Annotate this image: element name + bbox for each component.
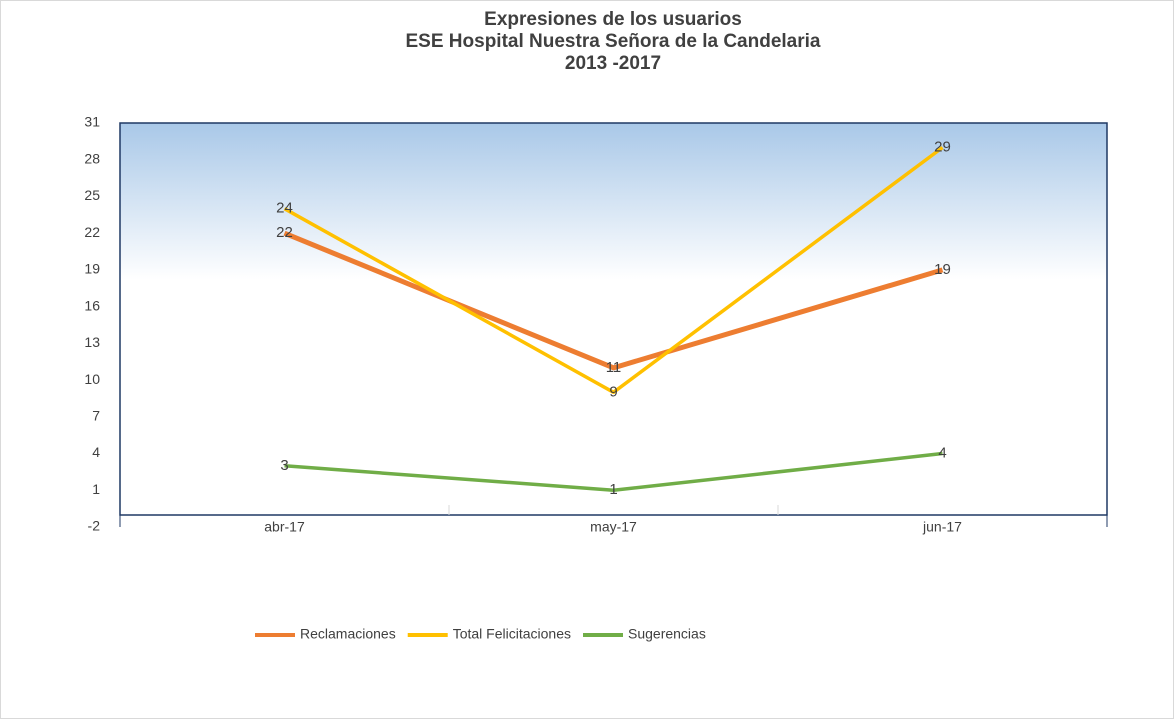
data-label: 11 bbox=[606, 359, 622, 376]
data-label: 22 bbox=[276, 224, 293, 241]
legend-label: Sugerencias bbox=[628, 626, 706, 642]
y-tick-label: 7 bbox=[92, 408, 100, 424]
data-label: 3 bbox=[280, 457, 288, 474]
y-tick-label: 1 bbox=[92, 481, 100, 497]
legend-label: Reclamaciones bbox=[300, 626, 396, 642]
y-tick-label: 10 bbox=[84, 371, 100, 387]
y-tick-label: 28 bbox=[84, 150, 100, 166]
data-label: 24 bbox=[276, 200, 293, 217]
y-tick-label: 31 bbox=[84, 114, 100, 130]
y-tick-label: 25 bbox=[84, 187, 100, 203]
data-label: 9 bbox=[609, 383, 617, 400]
series-line bbox=[284, 451, 943, 493]
x-tick-label: may-17 bbox=[590, 519, 637, 535]
y-tick-label: 19 bbox=[84, 261, 100, 277]
y-tick-label: 4 bbox=[92, 444, 100, 460]
legend-label: Total Felicitaciones bbox=[453, 626, 571, 642]
chart-title: 2013 -2017 bbox=[565, 53, 661, 74]
chart-title: Expresiones de los usuarios bbox=[484, 9, 742, 30]
data-label: 1 bbox=[609, 481, 617, 498]
y-tick-label: 16 bbox=[84, 297, 100, 313]
chart-title: ESE Hospital Nuestra Señora de la Candel… bbox=[406, 31, 821, 52]
x-tick-label: abr-17 bbox=[264, 519, 305, 535]
series-line bbox=[283, 146, 944, 395]
data-label: 4 bbox=[938, 445, 946, 462]
plot-area bbox=[119, 122, 1108, 516]
data-label: 29 bbox=[934, 138, 951, 155]
y-tick-label: 13 bbox=[84, 334, 100, 350]
y-tick-label: 22 bbox=[84, 224, 100, 240]
data-label: 19 bbox=[934, 261, 951, 278]
y-tick-label: -2 bbox=[88, 518, 101, 534]
x-tick-label: jun-17 bbox=[922, 519, 962, 535]
series-line bbox=[283, 230, 944, 371]
